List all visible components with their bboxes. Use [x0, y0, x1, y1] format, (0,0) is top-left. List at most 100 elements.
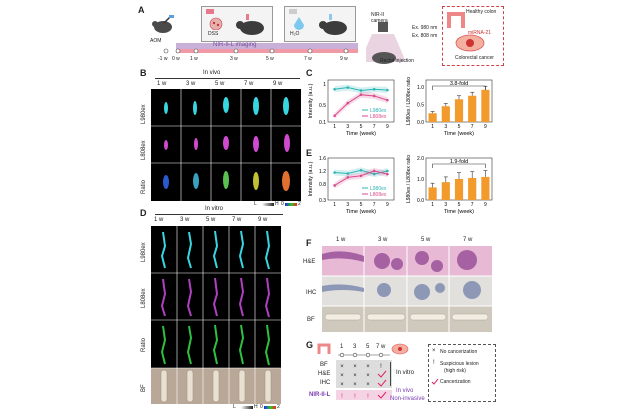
c-line-ytick: 0.5	[319, 103, 326, 109]
b-row-808: L808ex	[141, 140, 147, 160]
nir-imaging-label: NIR-II-L imaging	[213, 42, 257, 48]
chart-c-bar: 0.0 0.5 1.0 1 3 5 7 9 Time (week) L980ex / L808ex…	[406, 77, 493, 137]
in-vitro-image-grid	[151, 226, 281, 404]
g-week-1: 1	[340, 344, 344, 350]
svg-text:×: ×	[340, 382, 344, 388]
h2o-label: H₂O	[290, 31, 300, 37]
c-line-legend-label: L980ex	[370, 108, 387, 114]
g-timeline	[338, 352, 390, 358]
e-bar-xtick: 9	[484, 202, 487, 208]
e-line-point	[386, 169, 389, 173]
e-bar-fold-label: 1.9-fold	[450, 159, 468, 165]
d-col-9: 9 w	[258, 217, 268, 223]
dss-flask-icon	[209, 17, 223, 30]
e-line-xlabel: Time (week)	[346, 209, 376, 215]
c-bar-ytick: 0.5	[417, 103, 424, 109]
e-bar-xtick: 1	[431, 202, 434, 208]
legend-susp1: Suspicious lesion	[440, 361, 479, 367]
mouse-dss-icon	[236, 14, 264, 35]
svg-text:×: ×	[353, 382, 357, 388]
g-week-7: 7 w	[376, 344, 386, 350]
panel-d-label: D	[140, 208, 147, 218]
d-row-bf: BF	[141, 384, 147, 392]
c-line-frame	[327, 79, 395, 123]
e-line-point	[333, 184, 336, 187]
b-row-980: L980ex	[141, 104, 147, 124]
in-vitro-rule	[155, 214, 283, 215]
g-row-he: H&E	[318, 371, 331, 377]
healthy-label: Healthy colon	[466, 9, 497, 15]
e-line-ytick: 1.6	[319, 156, 326, 162]
e-line-ytick: 0.8	[319, 182, 326, 188]
tl-m1: -1 w	[158, 56, 168, 62]
chart-e-line: 0.3 0.8 1.2 1.6 1 3 5 7 9 Time (week) Intensity (a…	[308, 156, 395, 215]
f-col-5: 5 w	[421, 237, 431, 243]
d-scale-l: L	[233, 404, 236, 410]
f-row-he: H&E	[303, 259, 316, 265]
panel-g-label: G	[306, 340, 314, 350]
c-bar-bar	[481, 89, 490, 122]
mouse-h2o-icon	[319, 14, 347, 35]
svg-text:×: ×	[340, 364, 344, 370]
svg-text:!: !	[341, 394, 343, 400]
c-line-xlabel: Time (week)	[346, 131, 376, 137]
camera-label: NIR-II camera	[371, 12, 388, 24]
svg-text:×: ×	[366, 373, 370, 379]
e-bar-bar	[454, 179, 464, 200]
e-bar-bar	[481, 176, 490, 200]
ex980-label: Ex. 980 nm	[412, 25, 438, 31]
e-line-xtick: 9	[386, 202, 389, 208]
c-line-ytick: 0.1	[319, 120, 326, 126]
e-line-band-1	[334, 167, 388, 189]
chart-c-line: 0.1 0.5 1 1 3 5 7 9 Time (week) Intensity (a.u.) L…	[308, 79, 395, 137]
g-bracket	[390, 362, 393, 386]
d-col-1: 1 w	[154, 217, 164, 223]
f-row-ihc: IHC	[306, 290, 317, 296]
g-row-bf: BF	[320, 362, 328, 368]
e-line-legend-label: L808ex	[370, 192, 387, 198]
c-line-xtick: 7	[373, 124, 376, 130]
e-line-point	[346, 172, 350, 175]
legend-x-icon: ×	[432, 348, 436, 354]
crc-label: Colorectal cancer	[455, 55, 494, 61]
d-col-5: 5 w	[206, 217, 216, 223]
e-line-point	[372, 172, 376, 176]
c-bar-ytick: 0.0	[417, 120, 424, 126]
e-line-xtick: 1	[333, 202, 336, 208]
tl-9: 9 w	[340, 56, 348, 62]
svg-text:!: !	[367, 394, 369, 400]
nir-camera-icon	[366, 22, 406, 64]
g-row-ihc: IHC	[320, 380, 331, 386]
d-row-ratio: Ratio	[141, 337, 147, 352]
e-bar-xtick: 3	[444, 202, 447, 208]
tl-1: 1 w	[190, 56, 198, 62]
e-line-point	[333, 171, 336, 174]
c-line-point	[333, 87, 336, 91]
c-line-xtick: 9	[386, 124, 389, 130]
d-scale-2: 2	[277, 404, 280, 410]
b-row-ratio: Ratio	[141, 179, 147, 194]
c-bar-xtick: 5	[458, 124, 461, 130]
c-line-point	[359, 89, 363, 92]
d-row-808: L808ex	[141, 288, 147, 308]
e-bar-xlabel: Time (week)	[444, 209, 474, 215]
e-line-xtick: 3	[346, 202, 349, 208]
c-bar-xtick: 7	[471, 124, 474, 130]
e-bar-ytick: 2.0	[417, 156, 424, 162]
g-result-grid: × × ×! × × × × × × !!!	[336, 360, 392, 400]
h2o-swatch	[289, 9, 297, 14]
svg-text:!: !	[354, 394, 356, 400]
e-bar-xtick: 7	[471, 202, 474, 208]
c-line-xtick: 1	[333, 124, 336, 130]
c-line-point	[346, 101, 350, 105]
e-line-point	[386, 172, 389, 176]
crc-colon-icon	[455, 34, 485, 52]
in-vivo-title: In vivo	[203, 70, 221, 76]
c-line-xtick: 5	[360, 124, 363, 130]
f-row-bf: BF	[307, 317, 315, 323]
g-non-invasive: Non-invasive	[390, 396, 425, 402]
b-scale-bars	[262, 203, 297, 206]
in-vivo-image-grid	[151, 89, 301, 201]
water-drop-icon	[294, 17, 304, 30]
d-row-980: L980ex	[141, 242, 147, 262]
